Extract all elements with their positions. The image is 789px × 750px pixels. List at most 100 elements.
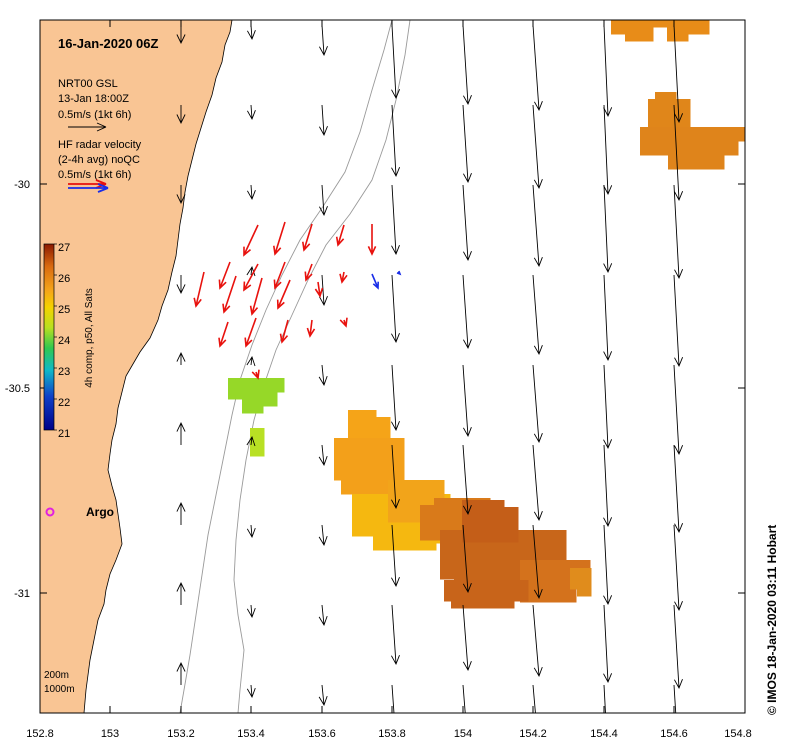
colorbar-tick-26: 26 (58, 273, 70, 285)
sst-cell (647, 141, 655, 149)
sst-cell (242, 392, 250, 400)
sst-cell (695, 27, 703, 35)
sst-cell (482, 558, 490, 566)
sst-cell (500, 601, 508, 609)
model-current-arrow (532, 604, 543, 678)
sst-cell (373, 543, 381, 551)
sst-cell (257, 428, 265, 436)
sst-cell (362, 417, 370, 425)
sst-cell (390, 452, 398, 460)
sst-cell (710, 155, 718, 163)
sst-cell (394, 536, 402, 544)
sst-cell (383, 417, 391, 425)
radar-velocity-arrow (306, 319, 316, 338)
sst-cell (369, 410, 377, 418)
sst-cell (541, 567, 549, 575)
axis-tick-marks (39, 20, 746, 713)
sst-cell (662, 106, 670, 114)
sst-cell (402, 508, 410, 516)
sst-cell (383, 438, 391, 446)
sst-cell (655, 106, 663, 114)
sst-cell (341, 466, 349, 474)
colorbar-gradient (43, 243, 55, 431)
sst-cell (521, 587, 529, 595)
model-current-arrow (391, 364, 400, 432)
sst-cell (362, 452, 370, 460)
sst-cell (383, 445, 391, 453)
sst-cell (676, 120, 684, 128)
sst-cell (496, 565, 504, 573)
y-tick-minus-30: -30 (14, 179, 30, 191)
sst-cell (362, 445, 370, 453)
sst-cell (369, 445, 377, 453)
sst-cell (683, 106, 691, 114)
sst-cell (541, 588, 549, 596)
sst-cell (689, 148, 697, 156)
sst-cell (548, 595, 556, 603)
sst-cell (552, 537, 560, 545)
sst-cell (534, 588, 542, 596)
sst-cell (676, 99, 684, 107)
radar-velocity-arrow-blue (396, 270, 402, 276)
sst-cell (496, 572, 504, 580)
sst-cell (675, 148, 683, 156)
model-current-arrow (603, 274, 613, 362)
sst-cell (655, 99, 663, 107)
sst-cell (352, 501, 360, 509)
sst-cell (493, 601, 501, 609)
sst-cell (584, 568, 592, 576)
sst-cell (369, 417, 377, 425)
sst-cell (669, 92, 677, 100)
sst-cell (348, 438, 356, 446)
sst-cell (462, 500, 470, 508)
sst-cell (524, 530, 532, 538)
sst-cell (681, 20, 689, 28)
sst-cell (401, 536, 409, 544)
sst-cell (510, 551, 518, 559)
sst-cell (647, 134, 655, 142)
sst-cell (348, 424, 356, 432)
sst-cell (661, 134, 669, 142)
sst-cell (348, 487, 356, 495)
sst-cell (703, 148, 711, 156)
model-current-arrow (318, 364, 328, 387)
sst-cell (242, 399, 250, 407)
sst-cell (702, 20, 710, 28)
sst-cell (440, 565, 448, 573)
sst-cell (388, 501, 396, 509)
sst-cell (390, 438, 398, 446)
sst-cell (534, 595, 542, 603)
sst-cell (527, 560, 535, 568)
sst-cell (618, 20, 626, 28)
sst-cell (653, 20, 661, 28)
sst-cell (430, 480, 438, 488)
sst-cell (562, 581, 570, 589)
sst-cell (334, 452, 342, 460)
sst-cell (469, 514, 477, 522)
sst-cell (675, 155, 683, 163)
depth-legend-200m: 200m (44, 670, 69, 681)
sst-cell (454, 558, 462, 566)
sst-cell (395, 508, 403, 516)
sst-cell (482, 544, 490, 552)
sst-cell (383, 480, 391, 488)
sst-cell (646, 27, 654, 35)
sst-cell (538, 544, 546, 552)
sst-cell (415, 536, 423, 544)
sst-cell (390, 459, 398, 467)
sst-cell (362, 466, 370, 474)
model-current-arrow (176, 501, 186, 525)
radar-velocity-arrow (335, 224, 345, 247)
sst-cell (352, 494, 360, 502)
sst-cell (668, 134, 676, 142)
sst-cell (632, 27, 640, 35)
sst-cell (639, 34, 647, 42)
colorbar-tick-27: 27 (58, 242, 70, 254)
model-current-arrow (673, 104, 684, 202)
sst-cell (654, 127, 662, 135)
radar-legend-line3: 0.5m/s (1kt 6h) (58, 169, 131, 181)
sst-cell (489, 565, 497, 573)
sst-cell (369, 480, 377, 488)
sst-cell (468, 551, 476, 559)
sst-cell (434, 505, 442, 513)
